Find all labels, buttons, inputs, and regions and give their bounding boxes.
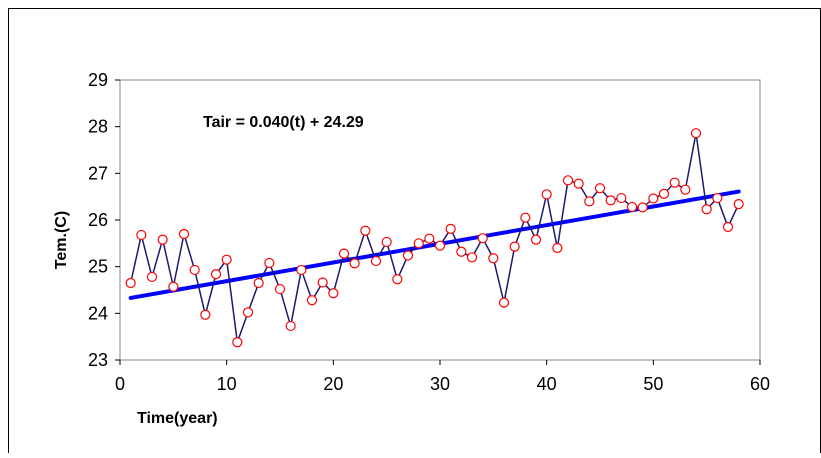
data-point: [573, 178, 584, 189]
data-point: [562, 175, 574, 186]
x-tick-label: 30: [430, 374, 450, 394]
data-point: [680, 184, 691, 195]
data-point: [477, 233, 488, 244]
data-point: [285, 320, 296, 332]
series-layer: [129, 133, 740, 343]
data-point: [146, 271, 158, 283]
data-point: [349, 258, 360, 269]
data-point: [520, 212, 531, 223]
data-point: [370, 255, 382, 267]
data-point: [733, 199, 744, 210]
data-point: [360, 225, 371, 236]
x-axis: 0 10 20 30 40 50 60: [115, 360, 770, 394]
y-tick-label: 27: [88, 163, 108, 183]
data-point: [274, 283, 286, 295]
data-point: [658, 188, 670, 199]
trend-line: [128, 189, 741, 300]
x-tick-label: 10: [217, 374, 237, 394]
data-point: [669, 177, 680, 188]
data-point: [594, 183, 606, 194]
data-point: [189, 264, 200, 276]
figure-border: [8, 8, 821, 454]
data-point: [200, 309, 211, 320]
data-point: [712, 192, 723, 204]
y-axis: 23 24 25 26 27 28 29: [88, 70, 120, 370]
data-point: [445, 223, 456, 234]
x-tick-label: 20: [323, 374, 343, 394]
data-point: [434, 240, 446, 251]
data-point: [552, 242, 563, 254]
data-point: [210, 269, 222, 280]
y-tick-label: 28: [88, 117, 108, 137]
data-point: [456, 246, 467, 257]
data-point: [125, 277, 136, 289]
data-point: [626, 201, 638, 213]
data-point: [157, 234, 168, 245]
data-point: [584, 196, 595, 207]
data-point: [488, 253, 499, 264]
data-point: [168, 281, 179, 292]
data-point: [424, 233, 435, 244]
data-point: [296, 264, 307, 276]
data-point: [392, 274, 403, 285]
x-tick-label: 50: [643, 374, 663, 394]
data-point: [317, 277, 328, 288]
data-point: [338, 248, 350, 259]
data-point: [232, 337, 243, 348]
data-point: [509, 241, 520, 252]
data-point: [136, 229, 147, 241]
y-tick-label: 29: [88, 70, 108, 90]
data-point: [402, 250, 414, 261]
data-point: [722, 221, 734, 233]
data-point: [616, 192, 627, 204]
data-point: [221, 254, 232, 265]
data-point: [264, 257, 275, 269]
data-point: [690, 128, 702, 139]
series-line: [129, 133, 740, 343]
marker-layer: [125, 128, 744, 348]
data-point: [306, 295, 318, 306]
data-point: [178, 228, 190, 240]
data-point: [413, 238, 424, 249]
data-point: [381, 236, 392, 248]
data-point: [466, 252, 478, 263]
x-tick-label: 60: [750, 374, 770, 394]
data-point: [701, 204, 712, 215]
data-point: [530, 234, 542, 245]
data-point: [541, 189, 552, 200]
trend-layer: [128, 189, 741, 300]
y-tick-label: 25: [88, 257, 108, 277]
data-point: [637, 202, 648, 213]
y-tick-label: 23: [88, 350, 108, 370]
data-point: [648, 193, 659, 204]
data-point: [242, 307, 254, 318]
x-tick-label: 0: [115, 374, 125, 394]
y-axis-label: Tem.(C): [53, 211, 70, 269]
data-point: [328, 288, 339, 299]
y-tick-label: 26: [88, 210, 108, 230]
data-point: [605, 195, 616, 206]
x-axis-label: Time(year): [137, 410, 218, 427]
data-point: [498, 297, 510, 308]
trend-equation-label: Tair = 0.040(t) + 24.29: [203, 114, 364, 131]
x-tick-label: 40: [537, 374, 557, 394]
y-tick-label: 24: [88, 303, 108, 323]
data-point: [253, 277, 264, 289]
